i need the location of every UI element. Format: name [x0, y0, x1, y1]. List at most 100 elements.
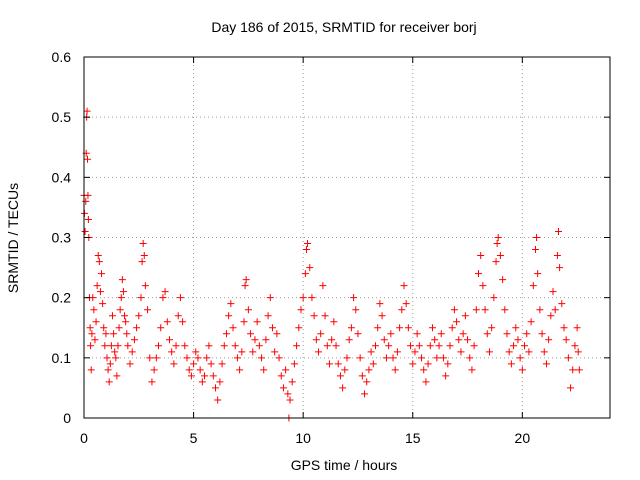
y-tick-label: 0.5	[52, 109, 72, 125]
data-point	[345, 336, 353, 344]
data-point	[304, 240, 312, 248]
data-point	[431, 336, 439, 344]
data-point	[558, 300, 566, 308]
data-point	[103, 354, 111, 362]
data-point	[393, 348, 401, 356]
data-point	[457, 348, 465, 356]
data-point	[273, 330, 281, 338]
data-point	[493, 240, 501, 248]
data-point	[387, 330, 395, 338]
data-point	[212, 384, 219, 392]
data-point	[183, 354, 191, 362]
data-point	[545, 336, 553, 344]
data-point	[192, 348, 200, 356]
data-point	[222, 330, 230, 338]
data-point	[113, 372, 121, 380]
data-point	[205, 342, 213, 350]
data-point	[302, 246, 310, 254]
data-point	[135, 312, 143, 320]
data-point	[400, 282, 408, 290]
data-point	[510, 342, 518, 350]
data-point	[466, 354, 474, 362]
data-point	[172, 342, 180, 350]
data-point	[242, 276, 250, 284]
data-point	[87, 366, 95, 374]
data-point	[529, 282, 537, 290]
data-point	[122, 318, 130, 326]
data-point	[84, 155, 92, 163]
y-tick-label: 0.6	[52, 49, 72, 65]
data-point	[209, 372, 217, 380]
data-point	[435, 342, 443, 350]
y-tick-label: 0.4	[52, 169, 72, 185]
x-tick-label: 10	[295, 430, 311, 446]
data-point	[233, 354, 241, 362]
data-point	[161, 288, 169, 296]
data-point	[317, 330, 325, 338]
data-point	[218, 360, 226, 368]
data-point	[536, 306, 544, 314]
data-point	[334, 360, 342, 368]
data-point	[501, 306, 509, 314]
data-point	[181, 342, 189, 350]
data-point	[547, 312, 555, 320]
data-point	[275, 354, 283, 362]
data-point	[479, 282, 487, 290]
data-point	[95, 258, 103, 266]
data-point	[240, 318, 248, 326]
data-point	[560, 324, 568, 332]
data-point	[396, 324, 404, 332]
data-point	[407, 342, 415, 350]
data-point	[310, 312, 318, 320]
data-point	[258, 354, 266, 362]
data-point	[117, 294, 125, 302]
data-point	[214, 396, 222, 404]
data-point	[207, 360, 215, 368]
data-point	[418, 354, 426, 362]
data-point	[551, 306, 559, 314]
data-point	[238, 348, 246, 356]
data-point	[468, 366, 476, 374]
data-point	[251, 336, 259, 344]
x-tick-label: 0	[80, 430, 88, 446]
data-point	[367, 348, 375, 356]
data-point	[330, 318, 338, 326]
y-tick-label: 0.1	[52, 350, 72, 366]
data-point	[354, 330, 362, 338]
data-point	[564, 354, 572, 362]
data-point	[347, 324, 355, 332]
data-point	[88, 330, 96, 338]
data-point	[426, 342, 434, 350]
data-point	[409, 360, 417, 368]
data-point	[262, 336, 270, 344]
data-point	[87, 342, 95, 350]
data-point	[116, 306, 124, 314]
data-point	[328, 336, 336, 344]
data-point	[424, 360, 432, 368]
data-point	[378, 312, 386, 320]
data-point	[319, 282, 327, 290]
data-point	[284, 390, 292, 398]
data-point	[475, 270, 482, 278]
x-axis-label: GPS time / hours	[291, 457, 398, 473]
data-point	[490, 294, 498, 302]
data-point	[260, 366, 268, 374]
data-point	[461, 312, 469, 320]
data-point	[231, 342, 239, 350]
data-point	[104, 366, 112, 374]
data-point	[549, 288, 557, 296]
data-point	[571, 342, 579, 350]
data-point	[512, 324, 520, 332]
data-point	[119, 288, 127, 296]
data-point	[553, 252, 561, 260]
chart-title: Day 186 of 2015, SRMTID for receiver bor…	[211, 19, 476, 35]
data-point	[428, 324, 436, 332]
data-point	[488, 324, 496, 332]
data-point	[562, 336, 570, 344]
data-point	[464, 336, 472, 344]
x-tick-label: 5	[190, 430, 198, 446]
data-point	[450, 306, 458, 314]
data-point	[352, 306, 360, 314]
